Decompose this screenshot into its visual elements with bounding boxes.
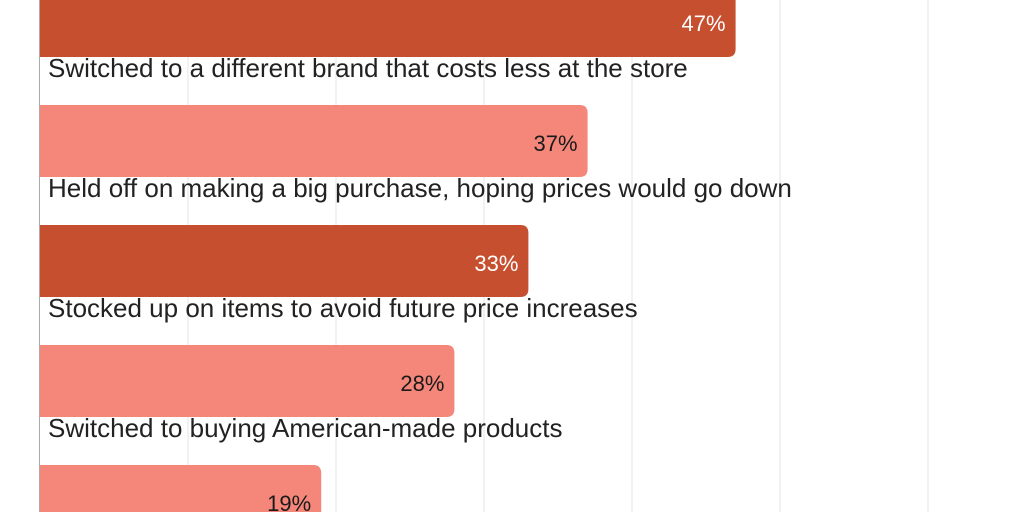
category-label: Switched to a different brand that costs… bbox=[48, 53, 688, 83]
category-label: Stocked up on items to avoid future pric… bbox=[48, 293, 638, 323]
bar bbox=[40, 0, 736, 57]
bar-value-label: 37% bbox=[534, 131, 578, 156]
bar-value-label: 19% bbox=[267, 491, 311, 512]
category-label: Switched to buying American-made product… bbox=[48, 413, 563, 443]
bar-value-label: 47% bbox=[682, 11, 726, 36]
bar-value-label: 33% bbox=[474, 251, 518, 276]
bar bbox=[40, 465, 322, 512]
bar bbox=[40, 105, 588, 177]
bar bbox=[40, 225, 529, 297]
category-label: Held off on making a big purchase, hopin… bbox=[48, 173, 792, 203]
labels: 47% 37% Switched to a different brand that… bbox=[48, 11, 792, 512]
bars bbox=[40, 0, 736, 512]
bar bbox=[40, 345, 455, 417]
bar-value-label: 28% bbox=[400, 371, 444, 396]
